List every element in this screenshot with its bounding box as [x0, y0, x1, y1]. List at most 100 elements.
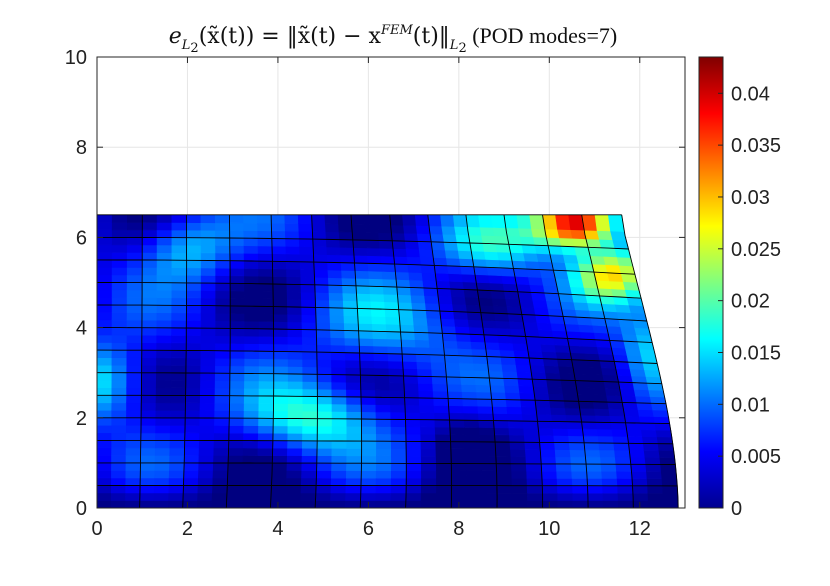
field-cell	[539, 449, 556, 458]
field-cell	[97, 229, 113, 238]
field-cell	[301, 447, 318, 457]
field-cell	[544, 365, 561, 374]
field-cell	[324, 214, 339, 225]
field-cell	[226, 485, 243, 494]
field-cell	[404, 411, 421, 421]
field-cell	[628, 304, 646, 314]
field-cell	[316, 359, 332, 368]
field-cell	[444, 354, 460, 364]
field-cell	[566, 421, 583, 430]
field-cell	[352, 239, 368, 249]
field-cell	[111, 342, 128, 351]
field-cell	[211, 492, 228, 501]
field-cell	[155, 432, 171, 441]
field-cell	[286, 462, 303, 471]
field-cell	[592, 401, 610, 410]
field-cell	[470, 341, 487, 350]
field-cell	[546, 379, 563, 388]
field-cell	[475, 282, 492, 291]
field-cell	[472, 355, 488, 365]
field-cell	[413, 324, 429, 334]
field-cell	[422, 279, 438, 289]
field-cell	[341, 269, 356, 279]
colorbar-tick-label: 0.025	[731, 239, 781, 261]
field-cell	[97, 372, 113, 381]
field-cell	[434, 412, 450, 421]
field-cell	[244, 298, 260, 307]
field-cell	[325, 231, 340, 240]
field-cell	[601, 367, 618, 376]
field-cell	[97, 379, 113, 389]
field-cell	[614, 456, 632, 465]
field-cell	[185, 320, 202, 329]
field-cell	[568, 345, 585, 354]
field-cell	[637, 409, 655, 417]
field-cell	[228, 417, 245, 426]
field-cell	[631, 375, 648, 384]
field-cell	[435, 463, 452, 472]
field-cell	[242, 455, 259, 464]
field-cell	[346, 418, 362, 427]
field-cell	[599, 449, 616, 458]
title-suffix: (POD modes=7)	[467, 23, 618, 48]
field-cell	[313, 254, 328, 263]
field-cell	[503, 290, 520, 300]
field-cell	[450, 455, 467, 464]
field-cell	[244, 328, 260, 337]
field-cell	[502, 283, 519, 293]
field-cell	[258, 328, 274, 337]
field-cell	[273, 403, 289, 412]
field-cell	[594, 214, 611, 232]
field-cell	[466, 500, 483, 508]
field-cell	[244, 380, 260, 389]
field-cell	[126, 349, 143, 359]
field-cell	[363, 214, 378, 226]
field-cell	[154, 470, 170, 479]
field-cell	[342, 292, 358, 302]
field-cell	[111, 289, 128, 298]
field-cell	[258, 343, 275, 352]
field-cell	[126, 394, 142, 404]
field-cell	[337, 214, 352, 225]
field-cell	[626, 429, 643, 437]
field-cell	[213, 432, 230, 441]
field-cell	[229, 298, 245, 307]
field-cell	[257, 260, 273, 270]
field-cell	[331, 425, 348, 434]
field-cell	[534, 399, 551, 408]
field-cell	[466, 311, 483, 321]
field-cell	[541, 277, 558, 287]
x-tick-label: 8	[453, 518, 464, 540]
field-cell	[411, 302, 427, 311]
field-cell	[97, 259, 113, 268]
field-cell	[564, 323, 581, 333]
field-cell	[482, 327, 499, 336]
field-cell	[587, 485, 604, 494]
field-cell	[553, 435, 570, 444]
field-cell	[493, 427, 510, 436]
field-cell	[466, 492, 483, 501]
field-cell	[569, 352, 587, 361]
field-cell	[126, 424, 142, 434]
field-cell	[582, 435, 600, 444]
field-cell	[242, 447, 259, 456]
field-cell	[368, 270, 383, 280]
field-cell	[465, 304, 482, 314]
field-cell	[505, 298, 521, 308]
field-cell	[244, 350, 260, 360]
field-cell	[445, 369, 462, 378]
field-cell	[440, 214, 455, 227]
field-cell	[110, 500, 126, 508]
field-cell	[111, 387, 127, 396]
field-cell	[126, 252, 143, 261]
field-cell	[463, 412, 480, 421]
field-cell	[300, 485, 317, 494]
field-cell	[170, 350, 187, 359]
field-cell	[297, 214, 313, 225]
mesh-line-vertical	[311, 214, 318, 509]
field-cell	[511, 500, 528, 508]
field-cell	[586, 470, 603, 479]
field-cell	[243, 425, 259, 434]
field-cell	[417, 241, 433, 251]
